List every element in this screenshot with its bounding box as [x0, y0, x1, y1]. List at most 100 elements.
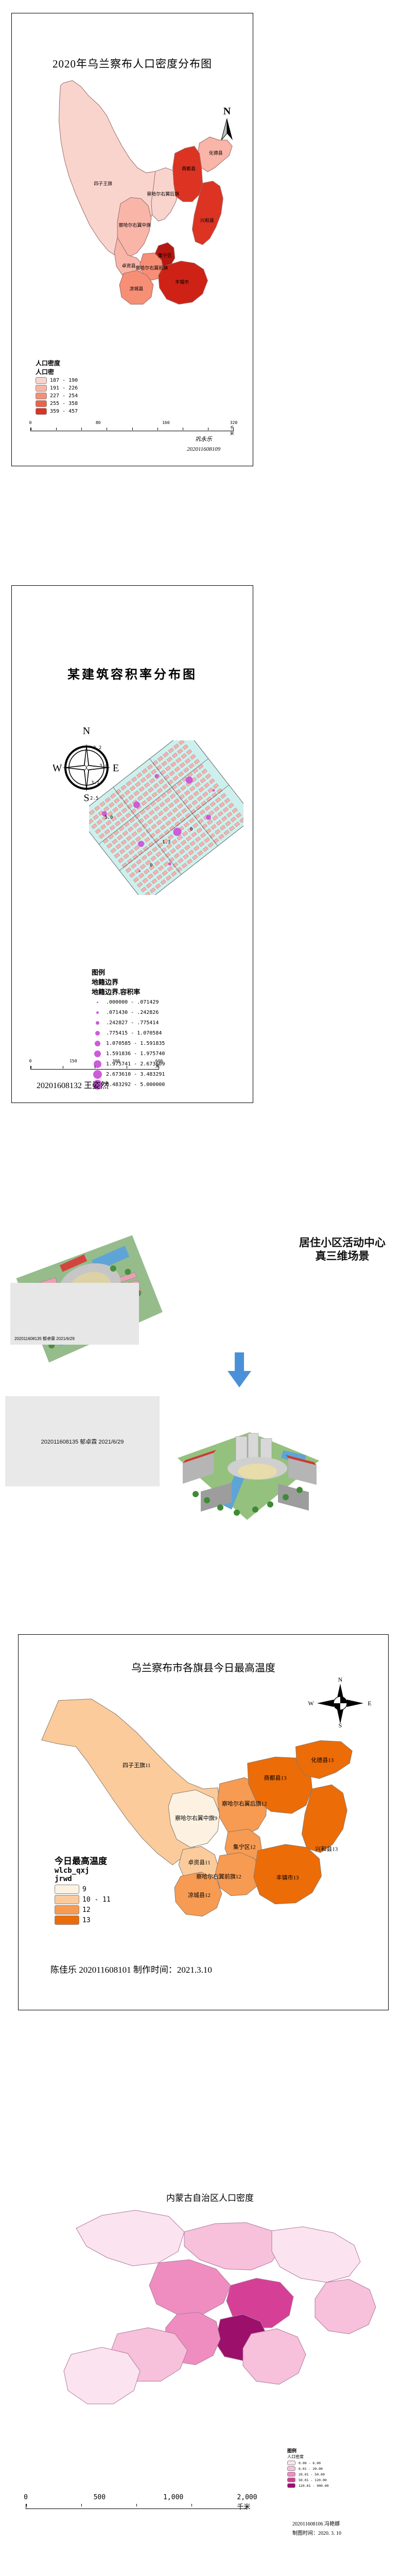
legend-label: 10 - 11 [82, 1895, 111, 1904]
region-label: 卓资县 [122, 263, 136, 268]
region-label: 察哈尔右翼前旗12 [196, 1873, 241, 1880]
parcel-value-label: 2.5 [90, 796, 99, 801]
legend-swatch [55, 1916, 79, 1925]
legend-dot [96, 1001, 98, 1003]
legend-swatch [36, 408, 47, 415]
parcel-geometry [89, 740, 243, 895]
legend-row: .000000 - .071429 [92, 997, 165, 1007]
legend-label: 13 [82, 1916, 91, 1924]
legend-label: 120.01 - 900.00 [299, 2483, 329, 2488]
legend-label: 6.01 - 20.00 [299, 2466, 323, 2471]
scalebar-tick-label: 300 [112, 1059, 120, 1063]
compass-rose-map2: N S W E [53, 725, 120, 804]
legend-swatch [287, 2466, 295, 2471]
legend-row: 1.070585 - 1.591835 [92, 1039, 165, 1048]
legend-swatch [36, 400, 47, 407]
legend-label: 227 - 254 [50, 393, 78, 399]
region-label: 商都县13 [264, 1774, 287, 1782]
legend-dot-slot [92, 1039, 103, 1048]
legend-dot-slot [92, 1070, 103, 1079]
legend-swatch [36, 377, 47, 384]
legend-dot-slot [92, 1059, 103, 1069]
legend-label: .242827 - .775414 [106, 1020, 159, 1026]
legend-label: 20.01 - 50.00 [299, 2472, 325, 2477]
legend-row: 13 [55, 1916, 111, 1925]
legend-swatch [287, 2472, 295, 2477]
legend-swatch [287, 2461, 295, 2465]
scalebar-tick-label: 160 [162, 420, 170, 425]
legend-dot-slot [92, 997, 103, 1007]
legend-dot [95, 1021, 99, 1025]
map5-geometry [63, 2210, 376, 2404]
region-label: 兴和县13 [315, 1845, 338, 1852]
scalebar-tick-label: 600 米 [155, 1059, 163, 1069]
scalebar-tick-label: 500 [93, 2494, 106, 2501]
region-label: 集宁区 [158, 252, 172, 258]
svg-text:S: S [339, 1722, 342, 1729]
arrow-down-icon [228, 1352, 251, 1387]
legend-row: 1.591836 - 1.975740 [92, 1049, 165, 1058]
legend-row: 191 - 226 [36, 385, 78, 392]
legend-swatch [287, 2483, 295, 2488]
scene-title-line1: 居住小区活动中心 [299, 1237, 386, 1249]
scalebar-tick-label: 1,000 [163, 2494, 184, 2501]
map2-scalebar: 0 150 300 600 米 [29, 1059, 163, 1070]
scalebar-tick-label: 0 [29, 1059, 32, 1063]
legend-label: 3.483292 - 5.000000 [106, 1082, 165, 1088]
map4-geometry: 四子王旗11 化德县13 商都县13 察哈尔右翼后旗12 察哈尔右翼中旗9 集宁… [41, 1699, 353, 1917]
legend-dot [93, 1060, 101, 1068]
map5-scalebar: 0 500 1,000 2,000 千米 [24, 2494, 257, 2511]
svg-text:N: N [83, 725, 90, 737]
map4-legend-items: 9 10 - 11 12 13 [55, 1885, 111, 1925]
region-label: 丰镇市 [175, 279, 189, 285]
scene-credit: 202011608135 郁卓霖 2021/6/29 [5, 1396, 160, 1486]
map5-legend: 图例 人口密度 0.00 - 6.00 6.01 - 20.00 20.01 - 5… [287, 2447, 329, 2488]
scalebar-tick-label: 80 [95, 420, 101, 425]
map-frame-population-density-2020: 2020年乌兰察布人口密度分布图 N [11, 13, 253, 466]
legend-dot-slot [92, 1028, 103, 1038]
legend-dot [94, 1040, 100, 1046]
legend-row: .775415 - 1.070584 [92, 1028, 165, 1038]
map1-credit-id: 202011608109 [187, 446, 221, 452]
legend-dot [93, 1070, 102, 1079]
legend-row: 187 - 190 [36, 377, 78, 384]
legend-row: 1.975741 - 2.673609 [92, 1059, 165, 1069]
compass-rose-icon: N S W E [53, 725, 119, 804]
region-label: 凉城县12 [188, 1891, 211, 1899]
scalebar-tick-label: 0 [29, 420, 32, 425]
legend-row: .242827 - .775414 [92, 1018, 165, 1027]
map1-legend-items: 187 - 190 191 - 226 227 - 254 255 - 358 359 … [36, 377, 78, 415]
legend-label: 0.00 - 6.00 [299, 2461, 321, 2465]
legend-label: 187 - 190 [50, 378, 78, 383]
region-label: 丰镇市13 [276, 1874, 299, 1881]
region-label: 集宁区12 [233, 1843, 256, 1850]
region-label: 商都县 [182, 166, 196, 172]
map-frame-inner-mongolia-density: 内蒙古自治区人口密度 图例 人口密度 0.00 - 6.00 6.01 - 20.… [14, 2179, 406, 2576]
legend-row: 50.01 - 120.00 [287, 2478, 329, 2482]
legend-dot [95, 1030, 100, 1036]
scene-view-3d [160, 1401, 329, 1556]
map5-legend-heading: 图例 [287, 2448, 297, 2453]
scene-thumb-1: 202011608135 郁卓霖 2021/6/29 [10, 1283, 139, 1345]
map4-credit: 陈佳乐 202011608101 制作时间：2021.3.10 [50, 1965, 212, 1975]
map1-title: 2020年乌兰察布人口密度分布图 [53, 58, 212, 70]
parcel-value-label: 3.2 [93, 745, 102, 751]
map1-legend: 人口密度 人口密 187 - 190 191 - 226 227 - 254 255 … [36, 359, 78, 415]
map1-legend-heading: 人口密度 [36, 360, 61, 367]
view-3d-graphic [178, 1432, 319, 1520]
map2-title: 某建筑容积率分布图 [67, 668, 197, 682]
map1-legend-field: 人口密 [36, 368, 55, 376]
workflow-arrow-down [226, 1352, 252, 1391]
map5-credit-line1: 202011608106 冯艳娜 [292, 2521, 340, 2527]
map2-credit: 20201608132 王姿然 [37, 1081, 109, 1090]
legend-label: 2.673610 - 3.483291 [106, 1071, 165, 1077]
map2-scalebar-ticks [30, 1066, 159, 1070]
map1-scalebar-ticks [30, 428, 234, 431]
map1-scalebar-numbers: 0 80 160 320 千米 [29, 420, 238, 436]
north-label-map1: N [223, 106, 231, 117]
scalebar-tick-label: 0 [24, 2494, 28, 2501]
parcel-value-label: 5.0 [104, 815, 113, 820]
svg-text:S: S [83, 792, 89, 802]
legend-dot-slot [92, 1080, 103, 1090]
scene-thumb-1-label: 202011608135 郁卓霖 2021/6/29 [14, 1336, 75, 1341]
